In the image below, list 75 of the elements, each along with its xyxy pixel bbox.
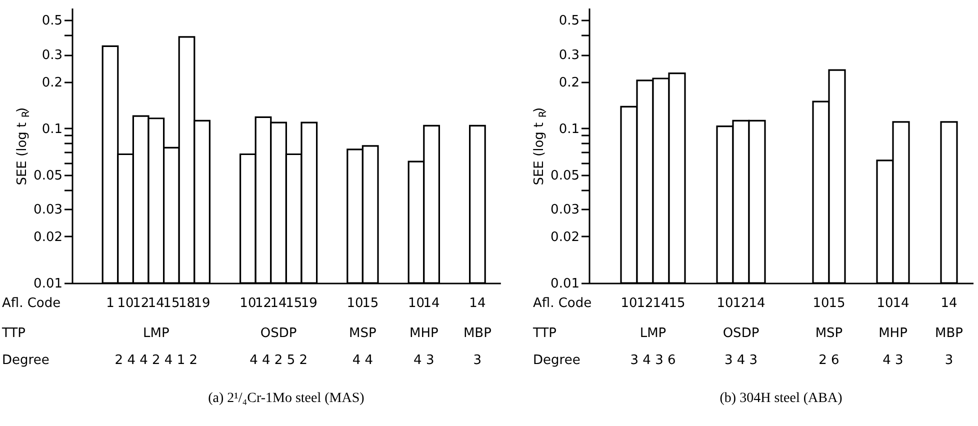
x-tick-label: 1 <box>106 296 114 311</box>
x-tick-label: 14 <box>748 296 766 311</box>
x-tick-label: 10 <box>346 296 364 311</box>
x-tick-label: 10 <box>117 296 134 311</box>
y-tick-label: 0.01 <box>34 276 62 292</box>
text: 2 6 <box>818 353 840 368</box>
x-tick-label: 19 <box>300 296 318 311</box>
text: MHP <box>409 326 438 341</box>
y-tick-label: 0.01 <box>550 276 580 292</box>
y-tick-label: 0.05 <box>550 168 580 184</box>
text: (b) 304H steel (ABA) <box>720 391 843 406</box>
x-tick-label: 12 <box>636 296 654 311</box>
x-tick-label: 14 <box>892 296 910 311</box>
x-tick-label: 12 <box>132 296 150 311</box>
text: 4 3 <box>414 353 434 368</box>
text: LMP <box>640 326 666 341</box>
y-tick-label: 0.02 <box>550 230 580 245</box>
y-tick-label: 0.2 <box>42 75 62 90</box>
text: 4 4 2 5 2 <box>250 353 308 368</box>
text: LMP <box>142 326 170 341</box>
x-tick-label: 10 <box>408 296 425 311</box>
y-axis-title: SEE (log tR) <box>15 107 32 186</box>
y-tick-label: 0.03 <box>34 202 62 218</box>
x-tick-label: 15 <box>668 296 686 311</box>
y-tick-label: 0.5 <box>558 14 580 29</box>
x-tick-label: 14 <box>652 296 670 311</box>
x-tick-label: 14 <box>423 296 440 311</box>
y-tick-label: 0.02 <box>34 230 62 245</box>
text: (a) 2¹/₄Cr-1Mo steel (MAS) <box>208 391 365 406</box>
x-tick-label: 15 <box>828 296 846 311</box>
text: 3 4 3 <box>724 353 758 368</box>
text: MSP <box>815 326 843 341</box>
text: Afl. Code <box>533 296 592 311</box>
x-tick-label: 10 <box>620 296 638 311</box>
x-tick-label: 18 <box>178 296 196 311</box>
x-tick-label: 10 <box>716 296 734 311</box>
y-tick-label: 0.1 <box>42 122 62 137</box>
text: MBP <box>935 326 964 341</box>
y-tick-label: 0.3 <box>42 48 62 64</box>
text: MSP <box>349 326 377 341</box>
y-tick-label: 0.5 <box>42 14 62 29</box>
x-tick-label: 10 <box>812 296 830 311</box>
text: 4 4 <box>352 353 374 368</box>
text: Degree <box>2 353 50 368</box>
text: Degree <box>533 353 580 368</box>
x-tick-label: 15 <box>286 296 302 311</box>
text: 2 4 4 2 4 1 2 <box>114 353 198 368</box>
y-axis-title: SEE (log tR) <box>532 107 549 186</box>
y-tick-label: 0.3 <box>558 48 580 64</box>
text: 3 <box>944 353 954 368</box>
x-tick-label: 14 <box>270 296 287 311</box>
text: 4 3 <box>882 353 904 368</box>
y-tick-label: 0.03 <box>550 202 580 218</box>
text: Afl. Code <box>2 296 61 311</box>
y-tick-label: 0.1 <box>558 122 580 137</box>
x-tick-label: 10 <box>876 296 894 311</box>
text: OSDP <box>722 326 760 341</box>
text: TTP <box>1 326 26 341</box>
x-tick-label: 12 <box>732 296 750 311</box>
x-tick-label: 15 <box>362 296 379 311</box>
x-tick-label: 14 <box>469 296 486 311</box>
x-tick-label: 15 <box>163 296 180 311</box>
x-tick-label: 10 <box>240 296 256 311</box>
text: MBP <box>463 326 492 341</box>
x-tick-label: 12 <box>254 296 272 311</box>
x-tick-label: 19 <box>194 296 210 311</box>
text: MHP <box>878 326 908 341</box>
text: 3 4 3 6 <box>630 353 676 368</box>
text: OSDP <box>260 326 297 341</box>
y-tick-label: 0.05 <box>34 168 62 184</box>
text: 3 <box>473 353 482 368</box>
x-tick-label: 14 <box>148 296 164 311</box>
x-tick-label: 14 <box>940 296 958 311</box>
text: TTP <box>532 326 557 341</box>
y-tick-label: 0.2 <box>558 75 580 90</box>
